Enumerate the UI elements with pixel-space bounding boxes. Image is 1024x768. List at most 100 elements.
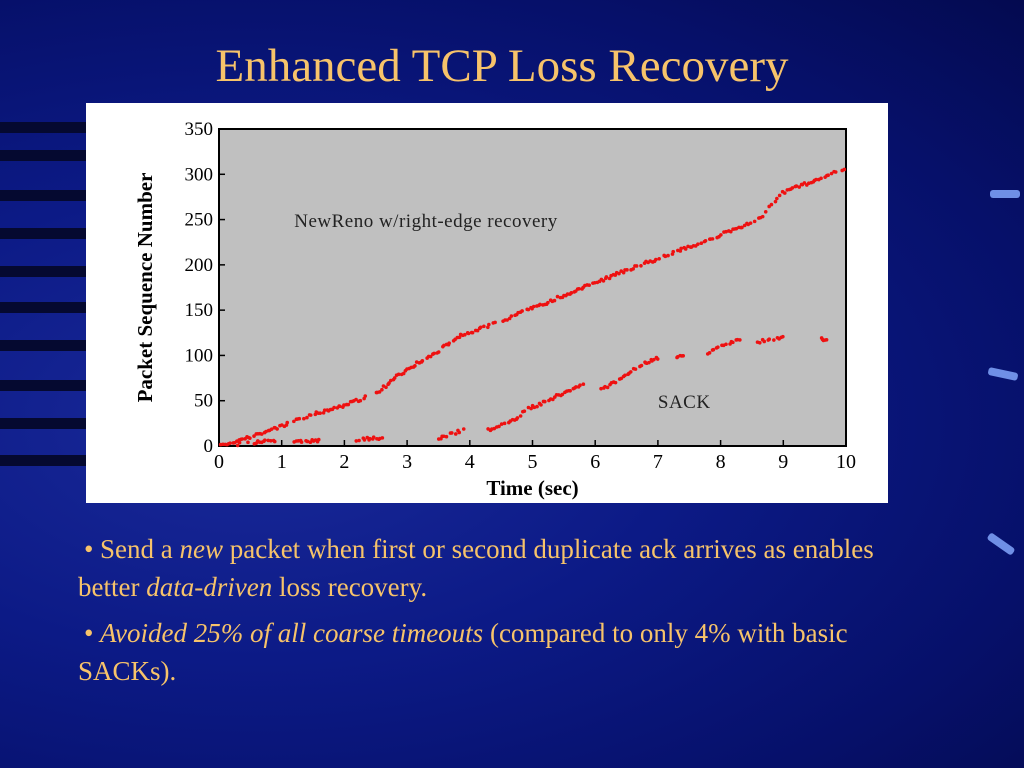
bullet-item: • Send a new packet when first or second … <box>78 530 878 606</box>
bullet-text: (compared to only 4% with basic SACKs). <box>78 618 848 686</box>
background-stripe <box>0 228 90 239</box>
background-stripe <box>0 150 95 161</box>
sack-point <box>453 432 458 436</box>
sack-point <box>380 436 385 440</box>
sack-point <box>539 403 543 407</box>
sack-point <box>623 373 627 378</box>
newreno-point <box>826 173 830 177</box>
sack-point <box>613 380 618 385</box>
newreno-point <box>760 214 765 219</box>
sack-point <box>716 345 720 349</box>
bullet-text: packet when first or second duplicate ac… <box>78 534 874 602</box>
sack-point <box>578 383 582 388</box>
newreno-point <box>601 279 606 283</box>
x-tick-label: 10 <box>836 451 856 473</box>
newreno-point <box>679 246 683 251</box>
sack-point <box>522 409 527 413</box>
sack-point <box>442 434 446 439</box>
bullet-emphasis: data-driven <box>146 572 273 602</box>
newreno-point <box>842 167 847 172</box>
sack-point <box>444 434 449 439</box>
newreno-point <box>621 270 626 275</box>
x-tick-label: 0 <box>214 451 224 473</box>
x-tick-label: 1 <box>277 451 287 473</box>
bullet-list: • Send a new packet when first or second … <box>78 530 878 698</box>
newreno-point <box>363 394 368 398</box>
sack-point <box>639 363 644 368</box>
newreno-point <box>775 196 779 201</box>
newreno-point <box>228 441 232 445</box>
newreno-point <box>285 420 290 425</box>
newreno-point <box>240 437 245 441</box>
newreno-point <box>531 304 536 309</box>
newreno-point <box>432 351 436 356</box>
newreno-point <box>802 181 807 185</box>
sack-point <box>731 340 735 345</box>
newreno-point <box>683 247 688 251</box>
background-stripe <box>0 455 90 466</box>
newreno-point <box>769 202 774 207</box>
sack-point <box>781 334 785 339</box>
newreno-point <box>657 256 661 261</box>
newreno-point <box>703 238 708 243</box>
bullet-emphasis: new <box>179 534 223 564</box>
newreno-point <box>797 185 802 189</box>
newreno-point <box>338 404 342 409</box>
newreno-point <box>833 170 838 174</box>
sack-point <box>757 340 762 345</box>
sack-point <box>711 347 716 352</box>
newreno-point <box>671 249 676 254</box>
chart-figure: 0 1 2 3 4 5 6 7 8 9 10 0 50 100 150 200 250 300 350 Time (s… <box>86 103 888 503</box>
newreno-point <box>305 415 309 420</box>
newreno-point <box>587 283 591 288</box>
x-tick-label: 7 <box>653 451 663 473</box>
bullet-icon: • <box>84 534 94 564</box>
background-stripe <box>0 302 90 313</box>
sack-point <box>362 438 367 442</box>
sack-point <box>581 382 586 387</box>
sack-point <box>681 353 686 358</box>
newreno-point <box>752 219 757 224</box>
y-tick-label: 350 <box>185 119 214 140</box>
x-tick-label: 9 <box>778 451 788 473</box>
newreno-point <box>463 332 467 337</box>
sack-point <box>762 339 767 344</box>
newreno-point <box>332 405 336 410</box>
decorative-dash <box>990 190 1020 198</box>
background-stripe <box>0 340 95 351</box>
y-tick-label: 300 <box>185 164 214 185</box>
newreno-point <box>380 387 384 392</box>
sack-point <box>371 435 376 439</box>
x-tick-label: 6 <box>590 451 600 473</box>
y-tick-label: 250 <box>185 210 214 231</box>
newreno-point <box>763 210 768 214</box>
y-tick-label: 100 <box>185 345 214 366</box>
newreno-point <box>414 360 419 364</box>
newreno-point <box>358 398 363 403</box>
sack-point <box>357 438 361 443</box>
newreno-point <box>710 237 715 241</box>
decorative-dash <box>986 532 1016 556</box>
newreno-point <box>724 229 728 234</box>
sack-point <box>272 439 277 444</box>
newreno-point <box>470 330 475 335</box>
newreno-point <box>428 354 433 359</box>
sack-point <box>738 338 742 342</box>
newreno-point <box>604 275 609 279</box>
background-stripe <box>0 418 95 429</box>
background-stripe <box>0 190 100 201</box>
newreno-point <box>401 371 406 376</box>
newreno-point <box>259 432 264 436</box>
sack-point <box>532 405 537 410</box>
newreno-point <box>577 287 581 291</box>
x-tick-label: 4 <box>465 451 475 473</box>
sack-point <box>268 438 273 443</box>
bullet-icon: • <box>84 618 94 648</box>
background-stripe <box>0 266 95 277</box>
sack-point <box>568 389 572 393</box>
sack-point <box>461 427 466 431</box>
newreno-point <box>308 413 313 417</box>
newreno-point <box>666 253 670 258</box>
bullet-text: loss recovery. <box>272 572 428 602</box>
newreno-point <box>696 242 700 246</box>
